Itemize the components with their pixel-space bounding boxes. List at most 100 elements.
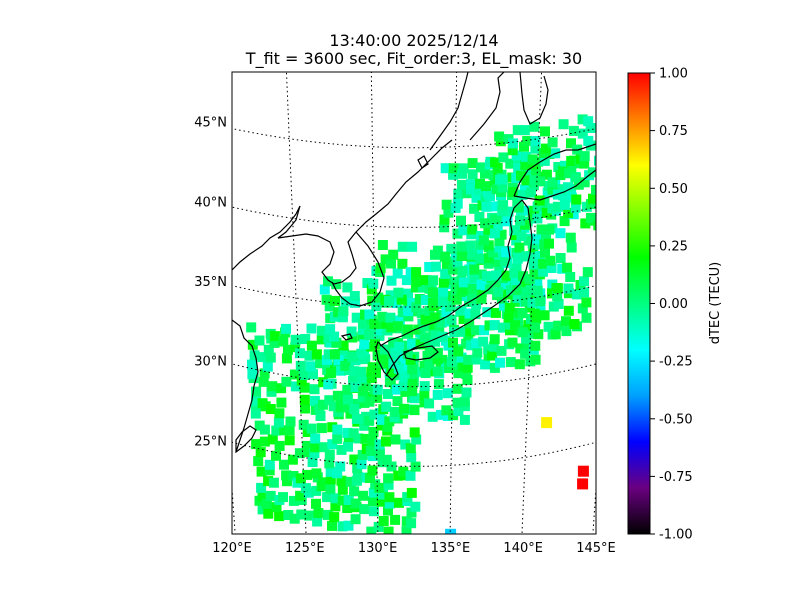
dtec-cell bbox=[371, 367, 381, 378]
dtec-cell bbox=[321, 294, 332, 305]
dtec-cell bbox=[256, 466, 267, 477]
dtec-cell bbox=[327, 439, 338, 450]
dtec-cell bbox=[397, 258, 408, 269]
dtec-cell bbox=[579, 177, 590, 188]
dtec-cell bbox=[295, 360, 306, 371]
parallel-line bbox=[232, 128, 596, 149]
dtec-cell bbox=[265, 404, 276, 414]
dtec-cell bbox=[386, 258, 396, 269]
dtec-cell bbox=[545, 255, 556, 266]
dtec-cell bbox=[488, 201, 499, 212]
dtec-cell bbox=[290, 342, 301, 353]
dtec-cell bbox=[430, 336, 440, 347]
dtec-cell bbox=[492, 220, 503, 231]
dtec-cell bbox=[466, 340, 477, 351]
y-axis-ticks: 25°N 30°N 35°N 40°N 45°N bbox=[194, 116, 227, 450]
dtec-cell bbox=[481, 271, 492, 282]
dtec-cell bbox=[495, 357, 505, 368]
dtec-cell bbox=[415, 339, 426, 350]
dtec-cell bbox=[390, 407, 401, 417]
dtec-cell bbox=[376, 496, 387, 507]
dtec-cell bbox=[322, 492, 333, 503]
dtec-cell bbox=[598, 158, 608, 168]
dtec-cell bbox=[348, 428, 359, 439]
dtec-cell bbox=[309, 395, 320, 406]
dtec-cell bbox=[264, 465, 275, 476]
dtec-cell bbox=[491, 270, 502, 281]
dtec-cell bbox=[458, 277, 469, 288]
dtec-cell bbox=[393, 470, 404, 481]
dtec-cell bbox=[447, 349, 458, 360]
dtec-cell bbox=[271, 502, 282, 513]
dtec-cell bbox=[296, 509, 307, 520]
dtec-cell bbox=[538, 258, 549, 269]
dtec-cell bbox=[441, 259, 452, 269]
dtec-cell bbox=[411, 267, 422, 278]
dtec-cell bbox=[370, 339, 380, 350]
dtec-cell bbox=[309, 448, 320, 458]
dtec-cell bbox=[399, 372, 410, 383]
dtec-cell bbox=[597, 191, 607, 201]
dtec-cell bbox=[521, 175, 532, 186]
dtec-cell bbox=[278, 492, 288, 503]
dtec-cell bbox=[289, 513, 300, 524]
dtec-cell bbox=[390, 514, 401, 525]
dtec-cell bbox=[357, 324, 368, 335]
dtec-cell bbox=[577, 128, 588, 139]
dtec-cell bbox=[271, 425, 282, 436]
coastline-hokkaido bbox=[513, 143, 596, 201]
dtec-cell bbox=[506, 285, 517, 296]
dtec-cell bbox=[258, 376, 269, 387]
dtec-cell bbox=[318, 477, 329, 488]
dtec-cell bbox=[497, 182, 508, 193]
dtec-cell bbox=[512, 292, 523, 303]
dtec-cell bbox=[478, 235, 489, 246]
dtec-cell bbox=[391, 384, 402, 395]
dtec-cell bbox=[349, 366, 360, 377]
dtec-cell bbox=[593, 220, 596, 231]
dtec-cell bbox=[335, 461, 346, 472]
dtec-cell bbox=[480, 218, 491, 229]
dtec-cell bbox=[547, 184, 558, 195]
dtec-cell bbox=[285, 416, 296, 427]
dtec-cell bbox=[480, 168, 490, 179]
dtec-cell bbox=[436, 309, 447, 320]
dtec-cell bbox=[457, 285, 467, 296]
dtec-cell bbox=[461, 369, 472, 379]
dtec-cell bbox=[401, 360, 412, 371]
dtec-cell bbox=[340, 360, 351, 371]
dtec-cell bbox=[499, 256, 510, 267]
dtec-cell bbox=[452, 257, 463, 268]
dtec-cell bbox=[392, 321, 403, 332]
dtec-cell bbox=[342, 394, 353, 405]
dtec-cell bbox=[471, 338, 482, 349]
dtec-cell bbox=[383, 526, 394, 534]
dtec-cell bbox=[350, 382, 361, 392]
dtec-cell bbox=[441, 199, 452, 210]
dtec-cell bbox=[337, 312, 348, 323]
dtec-cell bbox=[323, 276, 333, 287]
dtec-cell bbox=[343, 520, 354, 531]
dtec-cell bbox=[555, 228, 566, 239]
dtec-cell bbox=[393, 287, 404, 298]
dtec-cell bbox=[498, 300, 509, 311]
dtec-cell bbox=[501, 247, 512, 258]
dtec-cell bbox=[405, 443, 416, 454]
dtec-cell bbox=[526, 328, 537, 339]
dtec-cell bbox=[313, 508, 324, 519]
dtec-cell bbox=[546, 263, 557, 273]
dtec-cell bbox=[411, 302, 422, 313]
dtec-cell bbox=[396, 294, 407, 305]
dtec-cell bbox=[251, 386, 262, 397]
dtec-cell bbox=[410, 501, 421, 512]
dtec-cell bbox=[452, 228, 463, 239]
dtec-cell bbox=[384, 492, 395, 503]
dtec-cell bbox=[377, 311, 388, 322]
dtec-cell bbox=[266, 386, 277, 397]
dtec-cell bbox=[330, 501, 341, 512]
dtec-cell bbox=[410, 282, 421, 293]
dtec-cell bbox=[295, 490, 306, 501]
dtec-cell bbox=[511, 150, 522, 161]
dtec-cell bbox=[390, 347, 400, 358]
dtec-cell bbox=[279, 459, 289, 470]
